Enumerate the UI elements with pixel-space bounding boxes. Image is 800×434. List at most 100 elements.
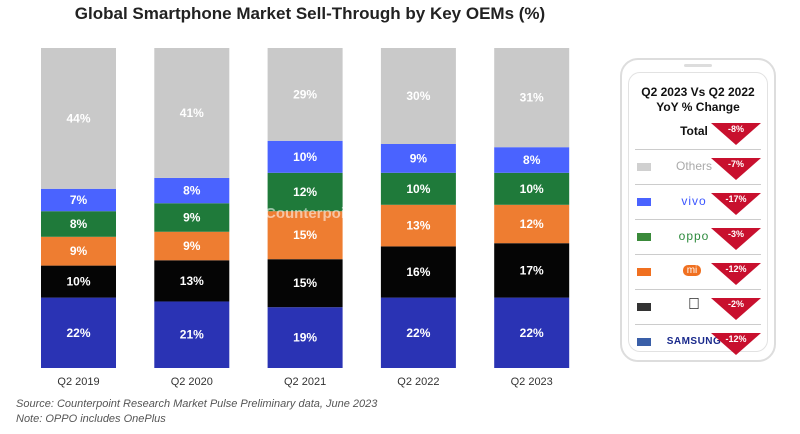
bar-segment-xiaomi (41, 236, 116, 266)
data-label: 30% (406, 89, 430, 103)
change-value: -2% (727, 299, 744, 309)
bar-segment-others (154, 48, 230, 178)
bar-segment-vivo (154, 177, 230, 204)
data-label: 22% (406, 326, 430, 340)
legend-swatch (637, 268, 651, 276)
bar-segment-others (494, 48, 570, 148)
panel-title-line1: Q2 2023 Vs Q2 2022 (641, 85, 755, 99)
x-tick-label: Q2 2019 (57, 376, 99, 388)
down-arrow-icon: -12% (711, 263, 761, 285)
bar-segment-apple (494, 243, 570, 298)
data-label: 17% (520, 263, 544, 277)
bar-segment-others (41, 48, 116, 189)
brand-label:  (659, 296, 729, 314)
brand-label: Others (675, 159, 712, 173)
data-label: 44% (66, 111, 90, 125)
footnote: Note: OPPO includes OnePlus (16, 413, 166, 425)
bar-segment-samsung (154, 301, 230, 368)
brand-label: mi (683, 265, 701, 276)
brand-label: vivo (681, 194, 707, 208)
data-label: 10% (520, 182, 544, 196)
bar-segment-oppo (154, 203, 230, 232)
legend-swatch (637, 338, 651, 346)
bar-segment-oppo (494, 172, 570, 205)
data-label: 12% (293, 185, 317, 199)
bar-segment-oppo (41, 211, 116, 237)
bar-segment-vivo (380, 144, 456, 173)
data-label: 41% (180, 106, 204, 120)
bar-segment-apple (267, 259, 343, 308)
bar-segment-others (380, 48, 456, 144)
change-value: -8% (727, 124, 744, 134)
panel-title: Q2 2023 Vs Q2 2022 YoY % Change (629, 85, 767, 115)
bar-segment-samsung (494, 297, 570, 368)
yoy-row: oppo -3% (635, 220, 761, 255)
x-tick-label: Q2 2022 (397, 376, 439, 388)
legend-swatch (637, 198, 651, 206)
data-label: 8% (70, 217, 88, 231)
bar-segment-apple (380, 246, 456, 298)
brand-label: Total (680, 124, 708, 138)
bar-segment-apple (154, 260, 230, 302)
bar-segment-oppo (267, 172, 343, 212)
bar-segment-vivo (267, 140, 343, 173)
stacked-bar-chart: 22% 10% 9% 8% 7% 44% Q2 2019 21% 13% 9% 9% 8% 41% Q2 … (41, 48, 570, 388)
x-tick-label: Q2 2020 (171, 376, 213, 388)
change-value: -3% (727, 229, 744, 239)
yoy-change-panel: Q2 2023 Vs Q2 2022 YoY % Change Total -8% O… (620, 58, 776, 362)
data-label: 29% (293, 87, 317, 101)
data-label: 9% (70, 244, 88, 258)
yoy-row: vivo -17% (635, 185, 761, 220)
source-note: Source: Counterpoint Research Market Pul… (16, 398, 378, 410)
panel-title-line2: YoY % Change (656, 100, 740, 114)
x-tick-label: Q2 2023 (511, 376, 553, 388)
bar-segment-samsung (380, 297, 456, 368)
yoy-row: Total -8% (635, 115, 761, 150)
data-label: 22% (66, 326, 90, 340)
change-value: -12% (725, 334, 747, 344)
data-label: 9% (183, 239, 201, 253)
data-label: 8% (523, 153, 541, 167)
data-label: 12% (520, 217, 544, 231)
brand-label: oppo (678, 229, 710, 243)
legend-swatch (637, 303, 651, 311)
x-tick-label: Q2 2021 (284, 376, 326, 388)
change-value: -7% (727, 159, 744, 169)
data-label: 21% (180, 328, 204, 342)
bar-segment-xiaomi (380, 204, 456, 247)
yoy-row: SAMSUNG -12% (635, 325, 761, 359)
chart-title: Global Smartphone Market Sell-Through by… (74, 4, 546, 23)
data-label: 15% (293, 276, 317, 290)
yoy-row: Others -7% (635, 150, 761, 185)
bar-segment-samsung (267, 307, 343, 368)
data-label: 19% (293, 331, 317, 345)
yoy-row: -2% (635, 290, 761, 325)
bar-segment-xiaomi (494, 204, 570, 244)
bar-segment-samsung (41, 297, 116, 368)
bar-segment-oppo (380, 172, 456, 205)
data-label: 9% (183, 211, 201, 225)
bar-segment-vivo (41, 188, 116, 212)
bar-segment-xiaomi (267, 211, 343, 260)
data-label: 15% (293, 228, 317, 242)
data-label: 8% (183, 184, 201, 198)
data-label: 10% (406, 182, 430, 196)
bar-segment-apple (41, 265, 116, 298)
legend-swatch (637, 233, 651, 241)
change-value: -12% (725, 264, 747, 274)
data-label: 31% (520, 91, 544, 105)
brand-label: SAMSUNG (666, 336, 722, 347)
change-value: -17% (725, 194, 747, 204)
data-label: 13% (406, 219, 430, 233)
data-label: 16% (406, 265, 430, 279)
data-label: 10% (66, 275, 90, 289)
data-label: 22% (520, 326, 544, 340)
watermark: Counterpoint (265, 205, 359, 222)
bar-segment-vivo (494, 147, 570, 173)
data-label: 9% (410, 151, 428, 165)
phone-notch (684, 64, 712, 67)
bar-segment-xiaomi (154, 231, 230, 261)
data-label: 13% (180, 274, 204, 288)
yoy-row: mi -12% (635, 255, 761, 290)
data-label: 10% (293, 150, 317, 164)
